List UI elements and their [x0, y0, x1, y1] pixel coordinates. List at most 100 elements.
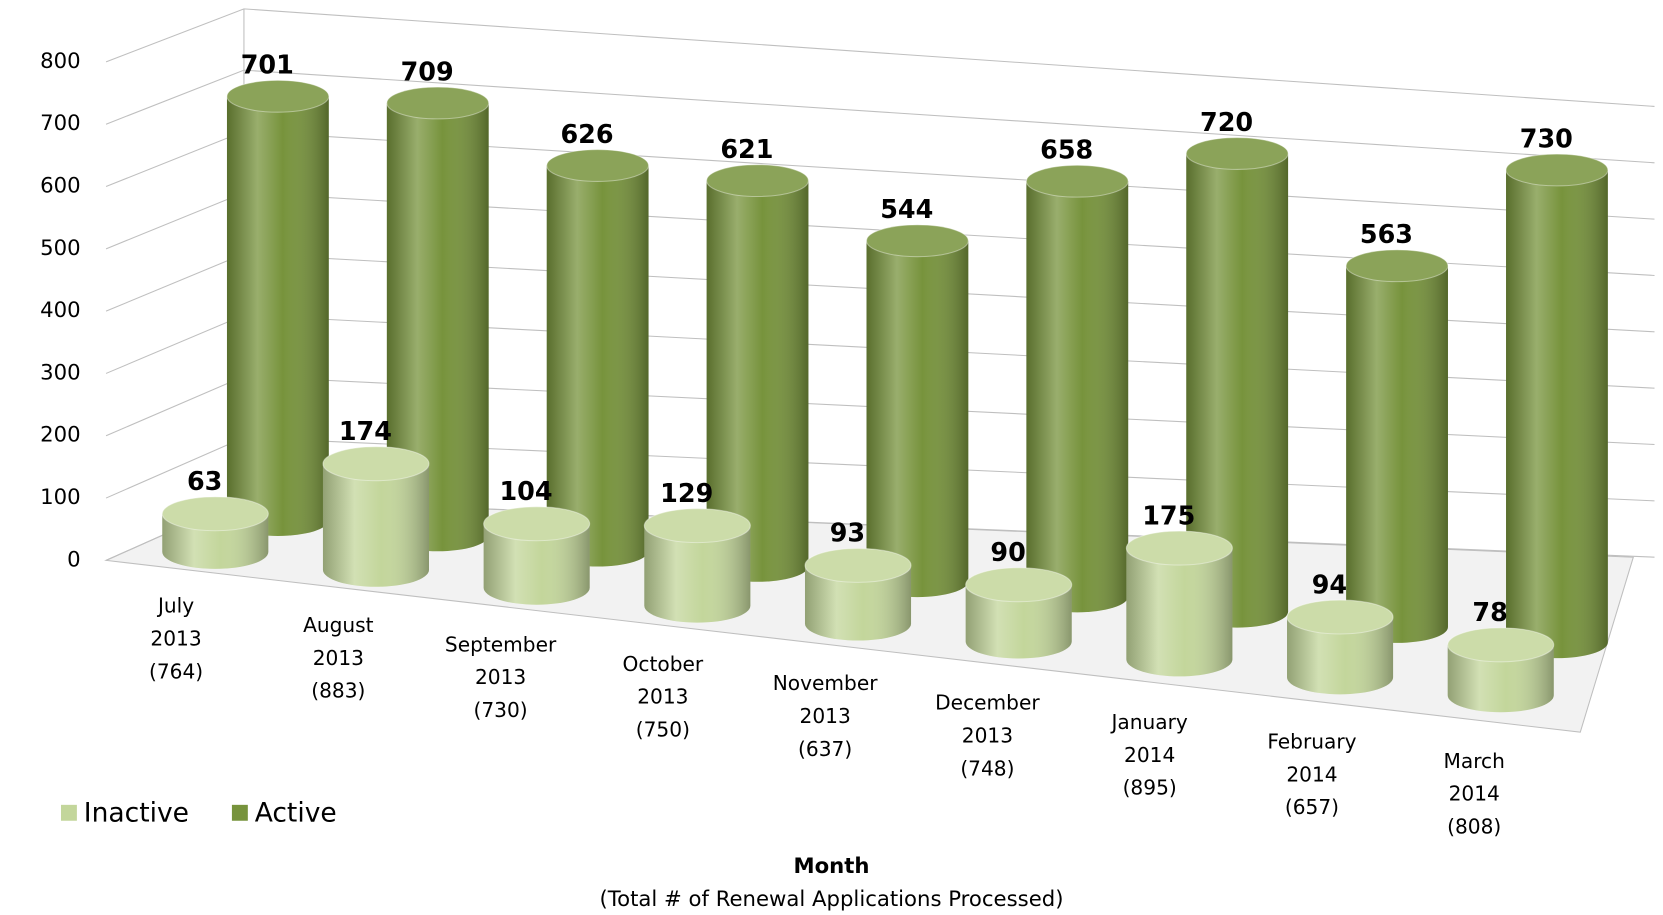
bar-top-shade	[1506, 154, 1608, 186]
value-label: 621	[720, 135, 773, 165]
bar-shade	[965, 584, 1072, 659]
bar-top	[965, 567, 1073, 603]
x-tick-label: 2014	[1286, 762, 1337, 786]
bar-shade	[386, 102, 489, 552]
bar-shade	[1506, 169, 1608, 659]
x-tick-label: (730)	[474, 698, 528, 722]
x-tick-label: August	[303, 613, 374, 637]
x-tick-label: December	[935, 691, 1040, 715]
bar-shade	[1447, 644, 1554, 713]
bar-top	[1125, 530, 1233, 566]
bar-top	[322, 446, 430, 482]
x-tick-label: 2013	[637, 685, 688, 709]
x-tick-label: 2013	[475, 665, 526, 689]
bar-top-shade	[965, 567, 1072, 602]
bar-top-shade	[1026, 165, 1129, 198]
value-label: 544	[880, 195, 933, 225]
bar-top	[1505, 153, 1609, 187]
bar-top-shade	[706, 164, 809, 197]
bar-top	[226, 79, 330, 113]
y-tick-label: 700	[40, 111, 80, 136]
x-tick-label: (657)	[1285, 795, 1339, 819]
x-tick-label: 2013	[800, 704, 851, 728]
bar-shade	[1026, 181, 1129, 613]
value-label: 174	[339, 417, 392, 447]
x-tick-label: 2014	[1449, 782, 1500, 806]
x-tick-label: 2013	[962, 723, 1013, 747]
bar-top-shade	[322, 446, 430, 481]
wall-edge	[105, 8, 245, 561]
bar-top	[483, 506, 591, 542]
bar-top-shade	[644, 508, 751, 543]
x-tick-label: February	[1267, 729, 1356, 753]
x-tick-label: (895)	[1123, 776, 1177, 800]
y-tick-label: 800	[40, 49, 80, 74]
y-tick-label: 200	[40, 423, 80, 448]
value-label: 94	[1312, 570, 1347, 600]
value-label: 78	[1472, 598, 1507, 628]
legend-swatch	[59, 803, 78, 822]
value-label: 129	[660, 479, 713, 509]
bar-top-shade	[1186, 137, 1289, 170]
bar-shade	[866, 240, 969, 598]
bar-top-shade	[483, 506, 590, 541]
x-axis-subtitle: (Total # of Renewal Applications Process…	[600, 887, 1064, 912]
bar-top-shade	[804, 548, 912, 583]
x-tick-label: September	[445, 632, 557, 656]
bar-top	[643, 508, 751, 544]
bar-top	[1025, 164, 1129, 198]
bar-top-shade	[1126, 531, 1233, 566]
bar-shade	[804, 565, 912, 641]
value-label: 626	[560, 120, 613, 150]
bar-top	[1185, 137, 1289, 170]
bar-shade	[706, 180, 809, 582]
bar-top	[546, 149, 650, 182]
bar-shade	[483, 523, 590, 605]
bar-top-shade	[866, 224, 969, 257]
bar-shade	[1346, 265, 1448, 643]
value-label: 658	[1040, 136, 1093, 166]
value-label: 720	[1200, 108, 1253, 138]
bar-top-shade	[1287, 600, 1394, 635]
bar-top-shade	[226, 80, 329, 113]
bar-top	[1286, 599, 1394, 635]
bar-shade	[1287, 617, 1394, 695]
legend-label: Active	[255, 797, 337, 828]
x-tick-label: (808)	[1447, 815, 1501, 839]
x-tick-label: January	[1109, 710, 1187, 734]
x-axis-title: Month	[794, 854, 870, 879]
bar-top	[706, 164, 809, 198]
x-tick-label: 2013	[150, 626, 201, 650]
bar-top-shade	[546, 149, 649, 182]
value-label: 63	[187, 467, 222, 497]
grid-line	[105, 69, 1655, 164]
bar-shade	[644, 525, 751, 623]
x-tick-label: 2013	[313, 646, 364, 670]
value-label: 709	[401, 57, 454, 87]
bar-top	[386, 86, 490, 120]
y-tick-label: 500	[40, 236, 80, 261]
bar-shade	[226, 96, 329, 536]
x-tick-label: (750)	[636, 718, 690, 742]
bar-top	[1345, 249, 1449, 283]
value-label: 104	[499, 477, 552, 507]
value-label: 563	[1360, 220, 1413, 250]
x-tick-label: (748)	[960, 756, 1014, 780]
y-tick-label: 400	[40, 298, 80, 323]
value-label: 175	[1142, 501, 1195, 531]
x-tick-label: (883)	[311, 679, 365, 703]
x-tick-label: October	[623, 652, 704, 676]
bar-shade	[546, 165, 649, 567]
value-label: 90	[990, 538, 1025, 568]
bar-top	[865, 224, 969, 258]
legend-label: Inactive	[84, 797, 189, 828]
y-tick-label: 300	[40, 360, 80, 385]
y-tick-label: 600	[40, 174, 80, 199]
y-tick-label: 100	[40, 485, 80, 510]
bar-shade	[322, 463, 430, 587]
x-tick-label: July	[156, 594, 194, 618]
x-tick-label: (764)	[149, 659, 203, 683]
y-tick-label: 0	[67, 547, 81, 572]
bar-top	[1447, 627, 1555, 663]
